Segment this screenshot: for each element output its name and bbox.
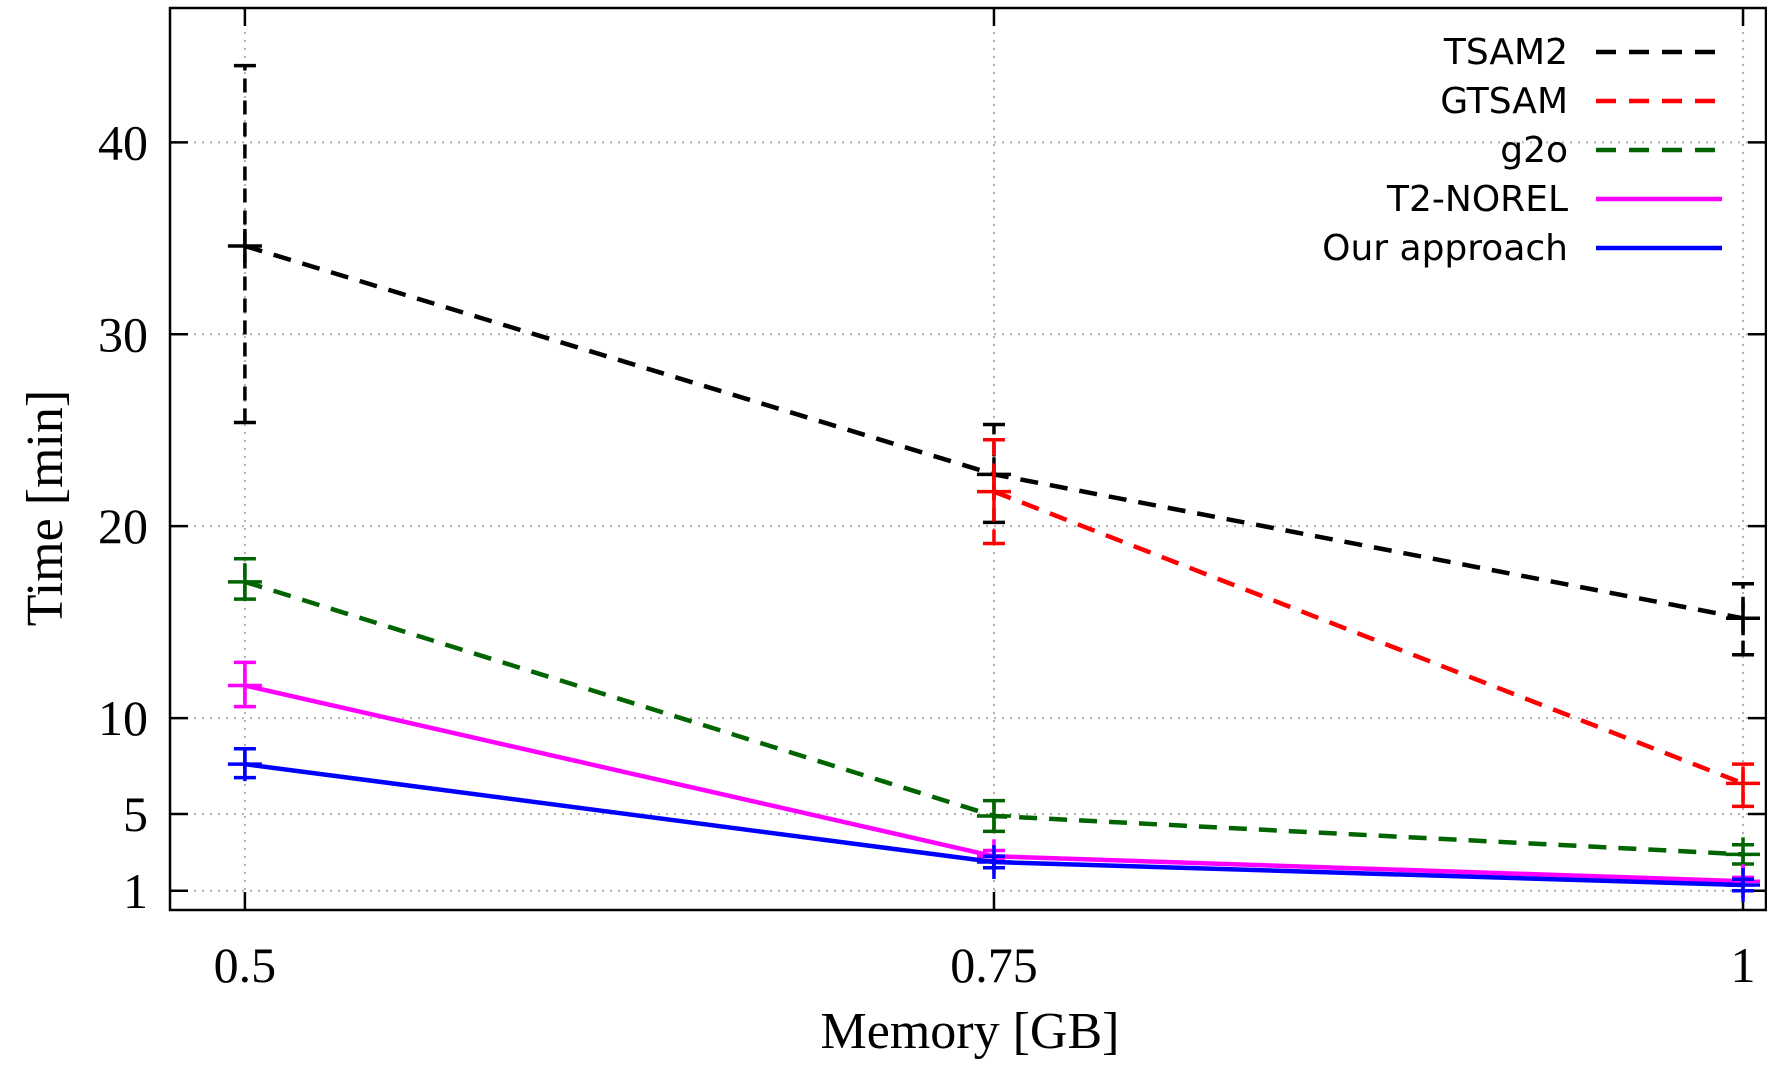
y-tick-label: 5 [123,786,148,842]
y-tick-label: 10 [98,690,148,746]
legend-label-t2-norel: T2-NOREL [1386,179,1568,220]
plot-frame [168,6,1767,912]
x-tick-label: 0.75 [950,937,1038,993]
y-tick-label: 30 [98,306,148,362]
series-gtsam [976,438,1761,809]
legend-label-g2o: g2o [1500,130,1568,171]
legend-label-tsam2: TSAM2 [1443,32,1568,73]
legend-label-gtsam: GTSAM [1440,81,1568,122]
plot-border [168,6,1767,912]
x-tick-label: 0.5 [214,937,277,993]
series-line-gtsam [993,489,1744,786]
x-tick-label: 1 [1731,937,1756,993]
y-tick-label: 40 [98,114,148,170]
y-tick-label: 20 [98,498,148,554]
legend: TSAM2 GTSAM g2o T2-NOREL Our approach [1322,32,1722,269]
series-our-approach [227,747,1761,903]
series-g2o [227,557,1761,872]
y-axis-title: Time [min] [17,390,74,626]
tick-labels: 1 5 10 20 30 40 0.5 0.75 1 [98,114,1756,993]
series-layer [227,63,1761,903]
y-tick-label: 1 [123,863,148,919]
x-axis-title: Memory [GB] [821,1003,1120,1060]
legend-label-our-approach: Our approach [1322,228,1568,269]
